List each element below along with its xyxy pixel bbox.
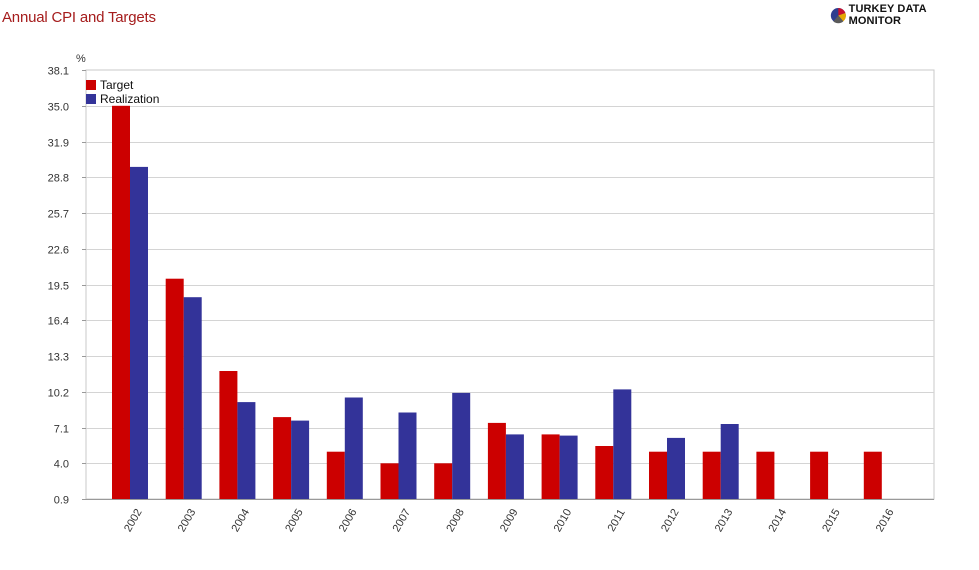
x-tick-label: 2010 — [552, 507, 575, 534]
y-tick-label: 0.9 — [54, 495, 69, 507]
y-tick-label: 22.6 — [48, 245, 69, 257]
y-tick-label: 7.1 — [54, 424, 69, 436]
legend-swatch-target — [86, 80, 96, 90]
bar-realization-2004 — [237, 402, 256, 499]
bar-realization-2007 — [398, 412, 417, 499]
bar-target-2007 — [380, 463, 399, 500]
y-tick-label: 38.1 — [48, 66, 69, 78]
x-tick-label: 2013 — [713, 507, 736, 534]
x-tick-label: 2003 — [176, 507, 199, 534]
y-tick-label: 10.2 — [48, 388, 69, 400]
bar-realization-2008 — [452, 392, 471, 499]
bar-realization-2011 — [613, 389, 632, 499]
bar-realization-2012 — [667, 437, 685, 499]
x-tick-label: 2016 — [874, 507, 897, 534]
bar-target-2012 — [649, 451, 667, 499]
bar-target-2002 — [112, 105, 130, 500]
chart-title: Annual CPI and Targets — [2, 9, 156, 26]
bar-realization-2002 — [130, 166, 148, 499]
bar-realization-2010 — [559, 435, 578, 499]
x-tick-label: 2007 — [391, 507, 414, 534]
x-tick-label: 2008 — [444, 507, 467, 534]
bar-target-2005 — [273, 417, 292, 499]
bar-target-2011 — [595, 446, 614, 499]
x-tick-label: 2015 — [820, 507, 843, 534]
brand-logo: TURKEY DATA MONITOR — [830, 3, 979, 27]
y-tick-label: 35.0 — [48, 102, 69, 114]
bar-target-2004 — [219, 371, 238, 499]
bar-target-2016 — [863, 451, 882, 499]
x-tick-label: 2009 — [498, 507, 521, 534]
bar-target-2003 — [165, 278, 184, 499]
y-tick-label: 19.5 — [48, 281, 69, 293]
y-tick-label: 25.7 — [48, 209, 69, 221]
bar-realization-2006 — [344, 397, 363, 499]
legend-label-target: Target — [100, 78, 134, 92]
bar-realization-2003 — [183, 297, 202, 499]
y-tick-label: 16.4 — [48, 316, 69, 328]
bar-target-2008 — [434, 463, 453, 500]
y-tick-label: 13.3 — [48, 352, 69, 364]
bar-target-2013 — [702, 451, 721, 499]
legend-label-realization: Realization — [100, 92, 159, 106]
bar-realization-2013 — [720, 424, 739, 499]
brand-name: TURKEY DATA MONITOR — [848, 3, 927, 27]
legend-swatch-realization — [86, 94, 96, 104]
x-tick-label: 2012 — [659, 507, 682, 534]
x-tick-label: 2005 — [283, 507, 306, 534]
x-tick-label: 2004 — [229, 507, 252, 534]
y-tick-label: 28.8 — [48, 173, 69, 185]
x-tick-label: 2006 — [337, 507, 360, 534]
bar-target-2009 — [487, 422, 506, 499]
bar-target-2006 — [326, 451, 345, 499]
bar-realization-2005 — [291, 420, 310, 499]
bar-target-2010 — [541, 434, 560, 499]
y-tick-label: 31.9 — [48, 138, 69, 150]
y-tick-label: 4.0 — [54, 459, 69, 471]
x-tick-label: 2014 — [766, 507, 789, 534]
x-tick-label: 2011 — [606, 507, 628, 533]
bar-realization-2009 — [505, 434, 524, 499]
x-tick-label: 2002 — [122, 507, 145, 534]
bar-target-2015 — [810, 451, 829, 499]
pie-chart-logo-icon — [830, 7, 846, 23]
bar-target-2014 — [756, 451, 775, 499]
y-axis-label: % — [76, 53, 86, 65]
